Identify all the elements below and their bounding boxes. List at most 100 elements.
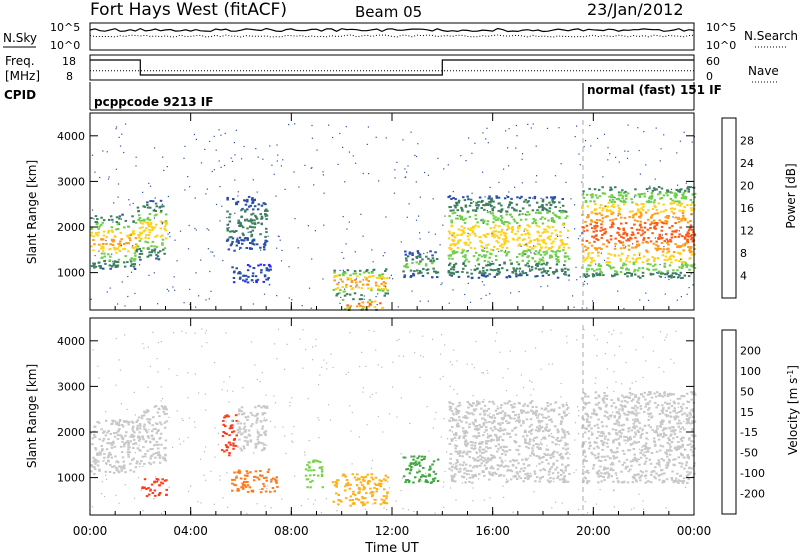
heatmap-cell — [464, 217, 467, 220]
noise-cell — [252, 303, 254, 305]
heatmap-cell — [131, 215, 134, 218]
heatmap-cell — [585, 224, 589, 227]
heatmap-cell — [265, 476, 268, 479]
heatmap-cell — [104, 434, 108, 437]
heatmap-cell — [500, 204, 503, 207]
heatmap-cell — [551, 271, 555, 274]
heatmap-cell — [133, 257, 137, 260]
heatmap-cell — [529, 401, 533, 404]
heatmap-cell — [317, 474, 320, 477]
colorbar-tick-label: 20 — [740, 180, 754, 193]
heatmap-cell — [553, 270, 556, 273]
heatmap-cell — [594, 403, 598, 406]
noise-cell — [121, 133, 123, 135]
noise-cell — [323, 224, 325, 226]
heatmap-cell — [107, 253, 110, 256]
heatmap-cell — [642, 237, 646, 240]
heatmap-cell — [337, 494, 340, 496]
noise-cell — [397, 306, 399, 308]
heatmap-cell — [155, 223, 158, 226]
heatmap-cell — [448, 262, 452, 265]
heatmap-cell — [353, 493, 357, 496]
heatmap-cell — [689, 224, 693, 227]
heatmap-cell — [618, 210, 621, 213]
heatmap-cell — [503, 243, 506, 246]
heatmap-cell — [93, 472, 96, 475]
heatmap-cell — [597, 446, 600, 449]
heatmap-cell — [464, 417, 467, 419]
heatmap-cell — [453, 473, 457, 476]
heatmap-cell — [481, 272, 484, 275]
heatmap-cell — [495, 273, 499, 276]
noise-cell — [322, 174, 324, 176]
heatmap-cell — [639, 436, 642, 439]
noise-cell — [415, 155, 418, 158]
heatmap-cell — [549, 267, 552, 269]
heatmap-cell — [235, 203, 239, 206]
heatmap-cell — [451, 252, 455, 255]
heatmap-cell — [252, 208, 255, 211]
heatmap-cell — [685, 464, 688, 467]
heatmap-cell — [260, 271, 263, 274]
heatmap-cell — [383, 294, 386, 297]
noise-cell — [464, 293, 466, 296]
heatmap-cell — [533, 470, 536, 473]
heatmap-cell — [453, 211, 457, 214]
heatmap-cell — [545, 426, 548, 429]
nsky-label: N.Sky — [3, 31, 37, 45]
heatmap-cell — [556, 256, 560, 258]
heatmap-cell — [690, 440, 693, 443]
heatmap-cell — [430, 262, 434, 265]
heatmap-cell — [644, 481, 647, 484]
heatmap-cell — [134, 466, 138, 469]
heatmap-cell — [254, 414, 257, 417]
heatmap-cell — [428, 465, 432, 468]
freq-unit-label: [MHz] — [5, 69, 40, 83]
heatmap-cell — [620, 266, 623, 269]
heatmap-cell — [403, 456, 407, 459]
heatmap-cell — [517, 236, 520, 239]
heatmap-cell — [677, 425, 680, 428]
heatmap-cell — [125, 431, 128, 434]
heatmap-cell — [453, 250, 456, 253]
noise-cell — [691, 213, 693, 215]
heatmap-cell — [678, 397, 682, 400]
noise-cell — [234, 154, 236, 156]
heatmap-cell — [564, 216, 567, 219]
heatmap-cell — [353, 279, 357, 281]
heatmap-cell — [455, 217, 458, 220]
heatmap-cell — [411, 254, 414, 256]
heatmap-cell — [610, 196, 613, 199]
heatmap-cell — [677, 482, 680, 484]
heatmap-cell — [505, 420, 508, 423]
noise-cell — [344, 288, 346, 290]
heatmap-cell — [235, 267, 238, 270]
heatmap-cell — [582, 273, 586, 276]
heatmap-cell — [649, 200, 653, 203]
heatmap-cell — [634, 261, 638, 263]
noise-cell — [678, 230, 680, 232]
heatmap-cell — [114, 235, 117, 238]
noise-cell — [219, 220, 221, 222]
heatmap-cell — [586, 257, 589, 260]
heatmap-cell — [483, 474, 486, 477]
heatmap-cell — [503, 262, 506, 265]
heatmap-cell — [361, 308, 365, 310]
heatmap-cell — [231, 237, 235, 240]
heatmap-cell — [648, 407, 651, 410]
heatmap-cell — [146, 216, 150, 219]
heatmap-cell — [466, 450, 470, 453]
heatmap-cell — [561, 223, 565, 226]
noise-cell — [184, 189, 186, 191]
heatmap-cell — [493, 425, 496, 428]
heatmap-cell — [544, 417, 548, 419]
heatmap-cell — [461, 250, 465, 253]
heatmap-cell — [557, 430, 560, 433]
heatmap-cell — [146, 241, 149, 244]
heatmap-cell — [604, 467, 608, 470]
heatmap-cell — [655, 188, 658, 191]
heatmap-cell — [151, 249, 154, 252]
heatmap-cell — [236, 445, 240, 448]
heatmap-cell — [663, 258, 667, 261]
heatmap-cell — [535, 476, 539, 479]
